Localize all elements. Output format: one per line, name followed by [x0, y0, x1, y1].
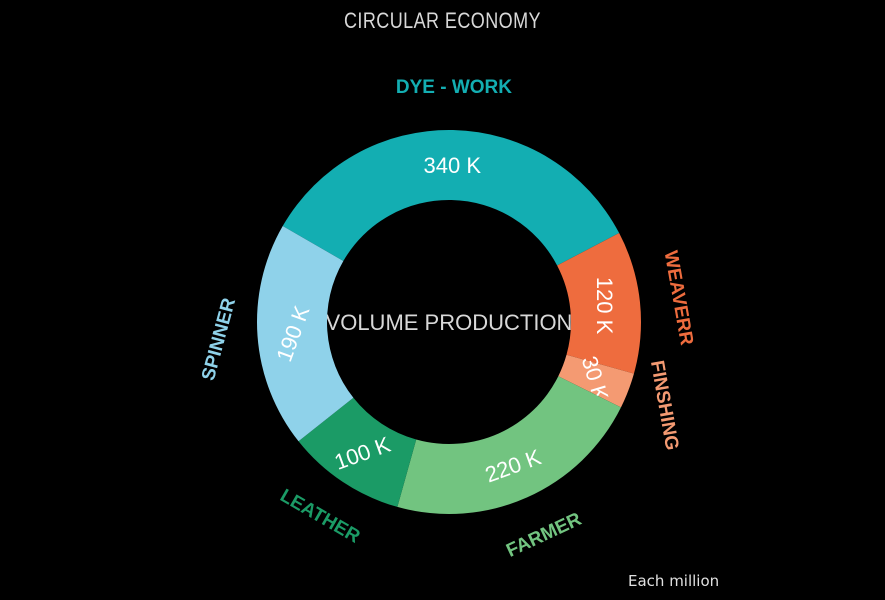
category-label: FARMER: [503, 509, 585, 562]
donut-slice-weaverr: [557, 233, 641, 374]
chart-title: CIRCULAR ECONOMY: [343, 8, 542, 33]
unit-note: Each million: [628, 572, 720, 590]
donut-slice-leather: [298, 397, 417, 507]
donut-slice-finshing: [558, 354, 634, 408]
category-label: FINSHING: [646, 359, 682, 452]
category-label: SPINNER: [198, 296, 240, 383]
donut-slice-spinner: [257, 226, 354, 442]
category-label: DYE - WORK: [396, 77, 512, 98]
center-label: VOLUME PRODUCTION: [326, 310, 573, 335]
donut-slice-dye-work: [282, 130, 620, 266]
donut-slice-farmer: [397, 376, 621, 514]
category-label: LEATHER: [276, 485, 363, 547]
category-label: WEAVERR: [660, 249, 697, 347]
value-label: 340 K: [424, 153, 482, 178]
value-label: 120 K: [592, 277, 617, 335]
